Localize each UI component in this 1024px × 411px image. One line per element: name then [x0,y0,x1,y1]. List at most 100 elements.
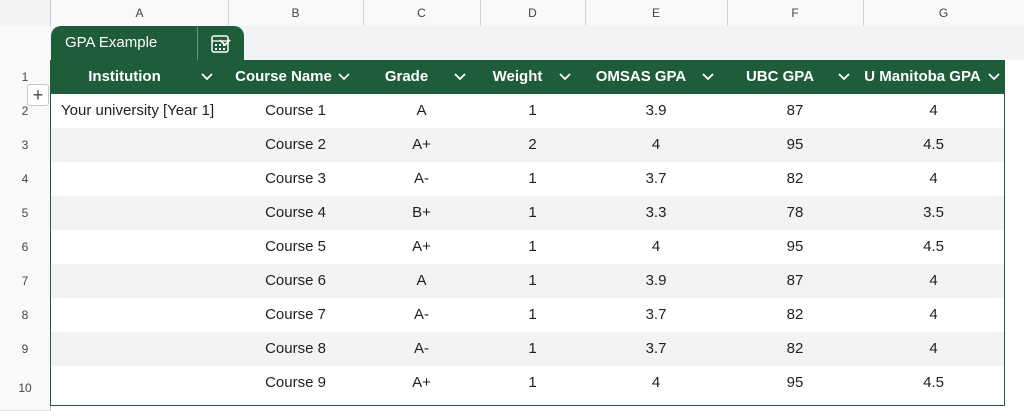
grade-cell[interactable]: A+ [412,136,431,153]
column-header-d[interactable]: D [480,0,586,26]
table-name: GPA Example [65,34,158,51]
ubc-gpa-cell[interactable]: 82 [786,170,804,187]
u-manitoba-gpa-cell[interactable]: 3.5 [923,204,944,221]
column-header-bar: A B C D E F G [0,0,1024,27]
ubc-gpa-cell[interactable]: 87 [786,102,804,119]
institution-cell[interactable] [51,298,238,332]
institution-cell[interactable] [51,128,238,162]
grade-cell[interactable]: A+ [412,238,431,255]
ubc-gpa-cell[interactable]: 95 [786,374,804,391]
column-header-a[interactable]: A [51,0,229,26]
course-name-cell[interactable]: Course 5 [265,238,326,255]
grade-cell[interactable]: A+ [412,374,431,391]
u-manitoba-gpa-cell[interactable]: 4 [929,340,938,357]
institution-cell[interactable] [51,332,238,366]
institution-cell[interactable] [51,196,238,230]
u-manitoba-gpa-cell[interactable]: 4.5 [923,238,944,255]
ubc-gpa-cell[interactable]: 78 [786,204,804,221]
course-name-cell[interactable]: Course 3 [265,170,326,187]
table-row [51,196,1004,230]
row-header-7[interactable]: 7 [0,264,51,299]
header-ubc-gpa[interactable]: UBC GPA [745,68,815,85]
table-row [51,128,1004,162]
institution-cell[interactable] [51,162,238,196]
weight-cell[interactable]: 2 [528,136,537,153]
omsas-gpa-cell[interactable]: 3.9 [645,272,667,289]
weight-cell[interactable]: 1 [528,170,537,187]
chevron-down-icon[interactable] [702,72,714,82]
weight-cell[interactable]: 1 [528,204,537,221]
grade-cell[interactable]: A [416,272,427,289]
column-header-b[interactable]: B [228,0,364,26]
weight-cell[interactable]: 1 [528,374,537,391]
column-header-f[interactable]: F [727,0,864,26]
course-name-cell[interactable]: Course 7 [265,306,326,323]
chevron-down-icon[interactable] [454,72,466,82]
weight-cell[interactable]: 1 [528,340,537,357]
omsas-gpa-cell[interactable]: 4 [651,136,661,153]
ubc-gpa-cell[interactable]: 95 [786,136,804,153]
header-u-manitoba-gpa[interactable]: U Manitoba GPA [864,68,981,85]
column-header-g[interactable]: G [938,6,949,20]
chevron-down-icon[interactable] [559,72,571,82]
chevron-down-icon[interactable] [201,72,213,82]
omsas-gpa-cell[interactable]: 4 [651,374,661,391]
grade-cell[interactable]: B+ [412,204,431,221]
chevron-down-icon[interactable] [838,72,850,82]
row-header-9[interactable]: 9 [0,332,51,367]
select-all-corner[interactable] [0,0,51,26]
u-manitoba-gpa-cell[interactable]: 4 [929,306,938,323]
omsas-gpa-cell[interactable]: 4 [651,238,661,255]
chevron-down-icon[interactable] [338,72,350,82]
weight-cell[interactable]: 1 [528,272,537,289]
u-manitoba-gpa-cell[interactable]: 4 [929,102,938,119]
institution-cell[interactable]: Your university [Year 1] [61,102,215,119]
weight-cell[interactable]: 1 [528,102,537,119]
u-manitoba-gpa-cell[interactable]: 4 [929,272,938,289]
row-header-6[interactable]: 6 [0,230,51,265]
course-name-cell[interactable]: Course 2 [265,136,326,153]
header-course-name[interactable]: Course Name [235,68,332,85]
chevron-down-icon[interactable] [988,72,1000,82]
omsas-gpa-cell[interactable]: 3.9 [645,102,667,119]
ubc-gpa-cell[interactable]: 82 [786,340,804,357]
institution-cell[interactable] [51,230,238,264]
grade-cell[interactable]: A- [414,306,429,323]
omsas-gpa-cell[interactable]: 3.3 [645,204,667,221]
u-manitoba-gpa-cell[interactable]: 4.5 [923,374,944,391]
institution-cell[interactable] [51,366,238,400]
header-institution[interactable]: Institution [88,68,161,85]
course-name-cell[interactable]: Course 1 [265,102,326,119]
row-header-8[interactable]: 8 [0,298,51,333]
header-omsas-gpa[interactable]: OMSAS GPA [595,68,687,85]
u-manitoba-gpa-cell[interactable]: 4.5 [923,136,944,153]
course-name-cell[interactable]: Course 4 [265,204,326,221]
row-header-4[interactable]: 4 [0,162,51,197]
grade-cell[interactable]: A- [414,340,429,357]
weight-cell[interactable]: 1 [528,306,537,323]
omsas-gpa-cell[interactable]: 3.7 [645,306,667,323]
omsas-gpa-cell[interactable]: 3.7 [645,170,667,187]
course-name-cell[interactable]: Course 8 [265,340,326,357]
header-grade[interactable]: Grade [384,68,429,85]
weight-cell[interactable]: 1 [528,238,537,255]
ubc-gpa-cell[interactable]: 87 [786,272,804,289]
omsas-gpa-cell[interactable]: 3.7 [645,340,667,357]
column-header-e[interactable]: E [585,0,728,26]
row-header-5[interactable]: 5 [0,196,51,231]
column-header-c[interactable]: C [363,0,481,26]
tab-divider [197,26,198,60]
course-name-cell[interactable]: Course 9 [265,374,326,391]
header-weight[interactable]: Weight [492,68,543,85]
row-header-3[interactable]: 3 [0,128,51,163]
row-header-10[interactable]: 10 [0,366,51,411]
calculator-icon[interactable] [210,34,230,54]
course-name-cell[interactable]: Course 6 [265,272,326,289]
add-row-button[interactable]: + [27,84,49,106]
ubc-gpa-cell[interactable]: 95 [786,238,804,255]
ubc-gpa-cell[interactable]: 82 [786,306,804,323]
grade-cell[interactable]: A [416,102,427,119]
institution-cell[interactable] [51,264,238,298]
u-manitoba-gpa-cell[interactable]: 4 [929,170,938,187]
grade-cell[interactable]: A- [414,170,429,187]
